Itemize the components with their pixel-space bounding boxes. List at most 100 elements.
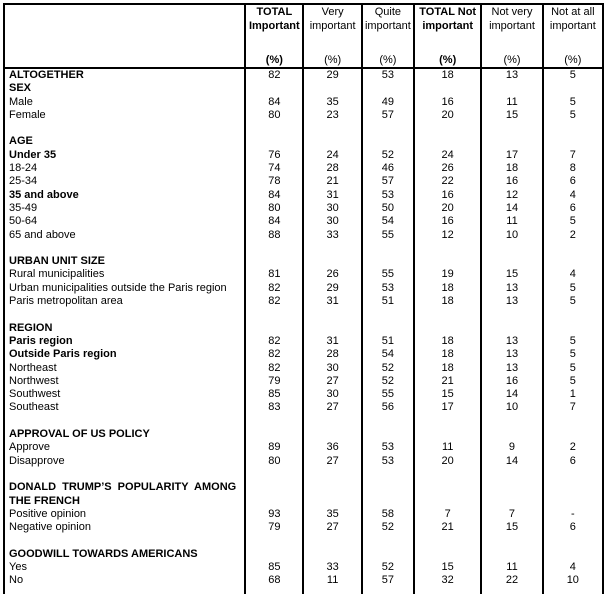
cell-value: 30 — [302, 201, 362, 216]
cell-value: 93 — [244, 507, 304, 522]
cell-value — [480, 587, 543, 594]
cell-value: 24 — [413, 148, 482, 163]
table-row: AGE — [4, 135, 603, 149]
cell-value: 6 — [541, 175, 603, 189]
cell-value: 36 — [302, 441, 362, 455]
cell-value: 82 — [244, 348, 304, 362]
cell-value — [360, 135, 415, 149]
cell-value: 52 — [360, 521, 415, 535]
cell-value — [302, 534, 362, 548]
cell-value: 5 — [541, 361, 603, 375]
cell-value: 10 — [480, 401, 543, 415]
table-row: No 68 11 57 32 22 10 — [4, 574, 603, 588]
cell-value: 84 — [244, 215, 304, 229]
table-row: Urban municipalities outside the Paris r… — [4, 281, 603, 296]
cell-value — [360, 321, 415, 335]
table-row: Southeast 83 27 56 17 10 7 — [4, 401, 603, 415]
cell-value — [480, 122, 543, 136]
cell-value — [480, 534, 543, 548]
cell-value: 8 — [541, 162, 603, 176]
cell-value: 89 — [244, 441, 304, 455]
cell-value: 5 — [541, 95, 603, 109]
table-row — [4, 241, 603, 256]
column-header: Very important (%) — [302, 4, 362, 69]
row-label: Paris metropolitan area — [9, 295, 123, 308]
cell-value: 15 — [413, 560, 482, 575]
cell-value — [302, 587, 362, 594]
cell-value: 33 — [302, 560, 362, 575]
table-row: 35-49 80 30 50 20 14 6 — [4, 201, 603, 216]
cell-value: 14 — [480, 388, 543, 402]
column-header-content: Very important (%) — [305, 5, 360, 66]
cell-value: 14 — [480, 454, 543, 468]
cell-value: 11 — [480, 560, 543, 575]
cell-value: 6 — [541, 454, 603, 468]
cell-value: 56 — [360, 401, 415, 415]
cell-value: 55 — [360, 268, 415, 282]
cell-value: 76 — [244, 148, 304, 163]
cell-value: 16 — [413, 188, 482, 202]
row-label — [4, 534, 245, 547]
cell-value — [244, 122, 304, 136]
column-title-line: Not very — [491, 6, 533, 18]
row-label: SEX — [9, 82, 32, 95]
cell-value — [360, 122, 415, 136]
cell-value: 57 — [360, 175, 415, 189]
row-label: Northwest — [9, 374, 59, 387]
row-label — [4, 588, 245, 594]
cell-value: 26 — [302, 268, 362, 282]
table-row: Positive opinion 93 35 58 7 7- — [4, 507, 603, 522]
cell-value: 5 — [541, 281, 603, 296]
cell-value: 18 — [413, 361, 482, 375]
cell-value — [360, 414, 415, 429]
table-row — [4, 467, 603, 482]
cell-value — [413, 255, 482, 269]
cell-value — [413, 414, 482, 429]
table-row — [4, 414, 603, 429]
cell-value — [302, 241, 362, 256]
cell-value: 16 — [480, 175, 543, 189]
cell-value: 74 — [244, 162, 304, 176]
cell-value: 85 — [244, 388, 304, 402]
cell-value — [413, 122, 482, 136]
cell-value: 28 — [302, 348, 362, 362]
cell-value — [244, 467, 304, 482]
cell-value: 53 — [360, 281, 415, 296]
cell-value: 5 — [541, 348, 603, 362]
cell-value — [302, 82, 362, 96]
cell-value: 18 — [413, 68, 482, 83]
cell-value: 6 — [541, 521, 603, 535]
cell-value — [360, 255, 415, 269]
table-row: Male 84 35 49 16 11 5 — [4, 95, 603, 109]
cell-value: 82 — [244, 68, 304, 83]
cell-value — [480, 481, 543, 508]
cell-value: 83 — [244, 401, 304, 415]
cell-value: 80 — [244, 108, 304, 123]
cell-value: 13 — [480, 348, 543, 362]
cell-value: 46 — [360, 162, 415, 176]
cell-value: 11 — [480, 95, 543, 109]
cell-value: 13 — [480, 295, 543, 309]
cell-value: 31 — [302, 334, 362, 349]
cell-value — [360, 534, 415, 548]
cell-value: 53 — [360, 188, 415, 202]
row-label: Positive opinion — [9, 507, 87, 520]
cell-value — [244, 481, 304, 508]
cell-value: 81 — [244, 268, 304, 282]
cell-value: 49 — [360, 95, 415, 109]
row-label: Rural municipalities — [9, 268, 105, 281]
cell-value: 23 — [302, 108, 362, 123]
row-label: 65 and above — [9, 228, 76, 241]
table-row — [4, 122, 603, 136]
table-row: Approve 89 36 53 11 9 2 — [4, 441, 603, 455]
table-row: 25-34 78 21 57 22 16 6 — [4, 175, 603, 189]
row-label: Yes — [9, 560, 27, 573]
cell-value: 7 — [541, 148, 603, 163]
cell-value — [413, 321, 482, 335]
cell-value: 15 — [480, 268, 543, 282]
cell-value: 55 — [360, 388, 415, 402]
row-label: Disapprove — [9, 454, 65, 467]
cell-value — [360, 467, 415, 482]
cell-value — [413, 135, 482, 149]
table-row: SEX — [4, 82, 603, 96]
